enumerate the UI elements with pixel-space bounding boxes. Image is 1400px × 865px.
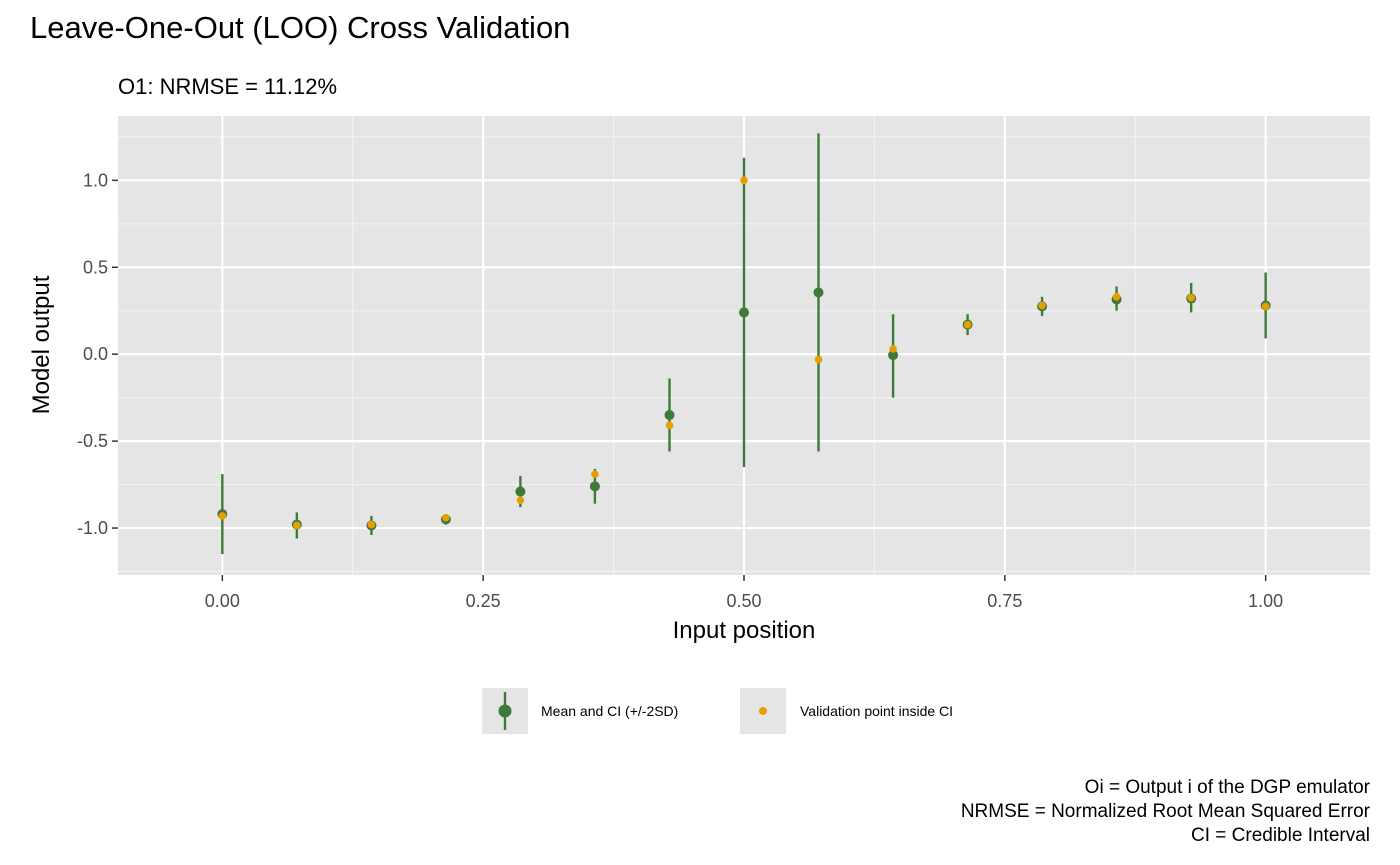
x-tick-label: 0.25: [466, 591, 501, 611]
caption-line: CI = Credible Interval: [1191, 825, 1370, 846]
validation-point: [293, 521, 301, 530]
validation-point: [665, 421, 674, 430]
mean-point: [813, 287, 824, 298]
y-tick-label: 0.0: [83, 344, 108, 364]
y-tick-label: -1.0: [77, 518, 108, 538]
y-tick-label: 1.0: [83, 170, 108, 190]
y-tick-label: -0.5: [77, 431, 108, 451]
validation-point: [218, 512, 227, 520]
validation-point: [814, 355, 823, 364]
mean-point: [515, 486, 526, 497]
validation-point: [740, 176, 748, 185]
validation-point: [1038, 301, 1046, 310]
x-tick-label: 0.00: [205, 591, 240, 611]
caption-line: Oi = Output i of the DGP emulator: [1084, 777, 1370, 798]
x-tick-label: 1.00: [1248, 591, 1283, 611]
chart-subtitle: O1: NRMSE = 11.12%: [118, 74, 338, 99]
validation-point: [516, 496, 525, 505]
validation-point: [963, 320, 972, 329]
y-axis-title: Model output: [28, 275, 55, 414]
legend-label-mean-ci: Mean and CI (+/-2SD): [541, 703, 678, 719]
legend-mean-ci-point: [498, 704, 512, 718]
legend-label-validation: Validation point inside CI: [800, 703, 953, 719]
x-tick-label: 0.75: [987, 591, 1022, 611]
x-axis-title: Input position: [673, 617, 816, 644]
validation-point: [889, 345, 897, 353]
validation-point: [1261, 302, 1270, 311]
x-tick-label: 0.50: [726, 591, 761, 611]
chart-caption: Oi = Output i of the DGP emulator NRMSE …: [961, 776, 1370, 848]
mean-point: [739, 307, 749, 318]
validation-point: [367, 520, 376, 529]
mean-point: [888, 350, 899, 361]
validation-points: [218, 176, 1270, 530]
y-axis-ticks: -1.0 -0.5 0.0 0.5 1.0: [77, 170, 118, 538]
legend: Mean and CI (+/-2SD) Validation point in…: [482, 688, 953, 734]
legend-validation-point: [759, 707, 767, 715]
validation-point: [442, 513, 450, 522]
mean-point: [589, 481, 600, 492]
chart-title: Leave-One-Out (LOO) Cross Validation: [30, 10, 571, 45]
validation-point: [591, 470, 599, 478]
mean-point: [664, 410, 675, 421]
caption-line: NRMSE = Normalized Root Mean Squared Err…: [960, 801, 1370, 822]
y-tick-label: 0.5: [83, 257, 108, 277]
x-axis-ticks: 0.00 0.25 0.50 0.75 1.00: [205, 575, 1283, 611]
validation-point: [1187, 293, 1195, 302]
validation-point: [1112, 293, 1121, 301]
